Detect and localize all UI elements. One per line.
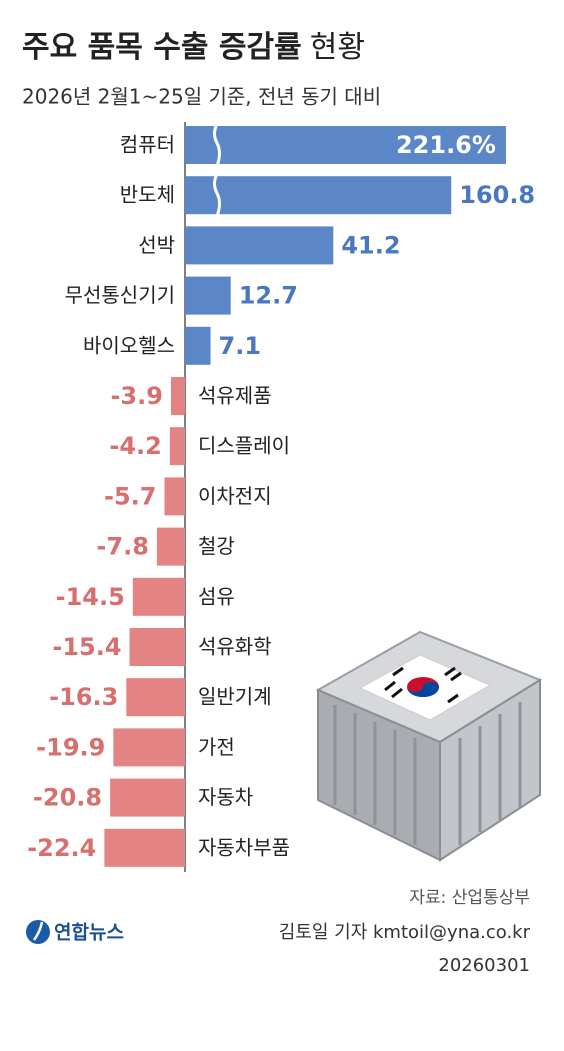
value-label: 41.2 <box>341 231 400 259</box>
category-label: 무선통신기기 <box>65 283 175 307</box>
value-label: 221.6% <box>396 131 496 159</box>
bar <box>110 778 185 817</box>
axis-break <box>213 123 221 167</box>
category-label: 철강 <box>198 534 235 558</box>
bar <box>169 427 185 466</box>
credit: 김토일 기자 kmtoil@yna.co.kr <box>279 922 531 943</box>
bar <box>185 326 211 365</box>
category-label: 섬유 <box>198 584 235 608</box>
title-main: 주요 품목 수출 증감률 <box>22 30 302 65</box>
category-label: 자동차 <box>198 785 253 809</box>
logo: 연합뉴스 <box>26 920 124 944</box>
category-label: 디스플레이 <box>198 434 290 458</box>
value-label: -5.7 <box>104 482 156 510</box>
category-label: 가전 <box>198 735 235 759</box>
category-label: 컴퓨터 <box>120 133 175 157</box>
chart-title: 주요 품목 수출 증감률 현황 <box>22 30 365 65</box>
value-label: 12.7 <box>239 282 298 310</box>
container-illustration <box>315 630 543 862</box>
bar <box>185 226 334 265</box>
logo-text: 연합뉴스 <box>54 922 124 944</box>
value-label: -22.4 <box>27 834 96 862</box>
bar <box>126 678 185 717</box>
bar <box>170 377 185 415</box>
value-label: -15.4 <box>52 633 121 661</box>
bar <box>132 577 185 616</box>
category-label: 이차전지 <box>198 484 272 508</box>
value-label: -16.3 <box>49 683 118 711</box>
value-label: -19.9 <box>36 733 105 761</box>
bar <box>104 828 185 867</box>
category-label: 반도체 <box>120 183 175 207</box>
bar <box>185 176 452 215</box>
bar <box>113 728 185 767</box>
value-label: 7.1 <box>219 332 262 360</box>
bar <box>185 276 231 315</box>
title-tail: 현황 <box>310 30 365 65</box>
category-label: 자동차부품 <box>198 835 290 859</box>
bar <box>185 126 506 164</box>
source: 자료: 산업통상부 <box>409 888 530 908</box>
category-label: 바이오헬스 <box>83 333 175 357</box>
bar <box>129 628 185 666</box>
value-label: -4.2 <box>109 432 161 460</box>
category-label: 선박 <box>138 233 175 257</box>
subtitle: 2026년 2월1~25일 기준, 전년 동기 대비 <box>22 85 381 109</box>
category-label: 석유제품 <box>198 384 272 408</box>
category-label: 일반기계 <box>198 685 272 709</box>
axis-break <box>213 173 221 217</box>
date: 20260301 <box>438 955 530 976</box>
category-label: 석유화학 <box>198 635 272 659</box>
value-label: -14.5 <box>56 583 125 611</box>
bar <box>156 527 185 566</box>
value-label: 160.8 <box>459 181 535 209</box>
bar <box>164 477 185 516</box>
value-label: -7.8 <box>96 533 148 561</box>
value-label: -20.8 <box>33 784 102 812</box>
value-label: -3.9 <box>110 382 162 410</box>
